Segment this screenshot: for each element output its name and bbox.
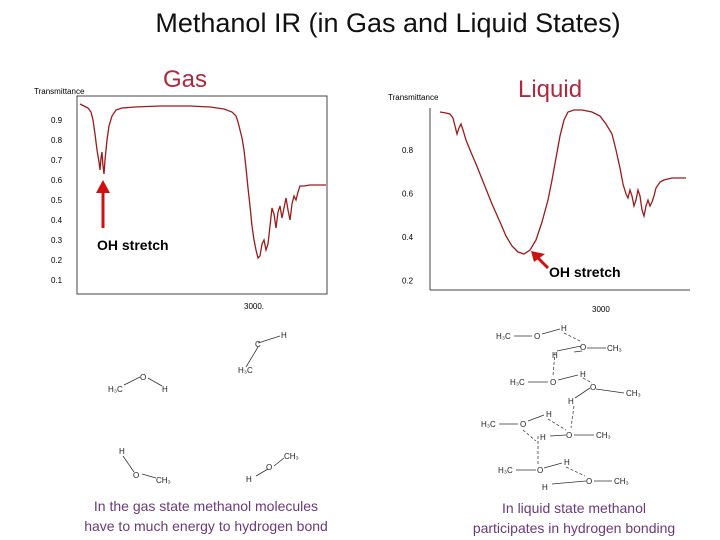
svg-text:O: O <box>580 343 586 352</box>
gas-y-tick-label: 0.9 <box>51 116 63 125</box>
svg-text:H: H <box>580 370 586 379</box>
liquid-y-tick-label: 0.2 <box>402 277 414 286</box>
gas-caption-line2: have to much energy to hydrogen bond <box>84 518 328 534</box>
svg-text:H: H <box>540 433 546 442</box>
liquid-y-tick-label: 0.8 <box>402 146 414 155</box>
gas-heading: Gas <box>163 66 208 93</box>
svg-text:O: O <box>590 383 596 392</box>
svg-text:CH₃: CH₃ <box>156 476 171 485</box>
gas-y-tick-label: 0.3 <box>51 236 63 245</box>
gas-y-axis-label: Transmittance <box>34 87 85 96</box>
page-title: Methanol IR (in Gas and Liquid States) <box>155 8 621 38</box>
svg-text:H: H <box>568 397 574 406</box>
gas-methanol-3: H O CH₃ <box>119 447 171 485</box>
svg-text:C: C <box>255 340 261 349</box>
gas-y-tick-label: 0.8 <box>51 136 63 145</box>
liquid-oh-arrowhead <box>531 251 545 262</box>
liquid-caption-line1: In liquid state methanol <box>502 500 646 516</box>
liquid-hbond-network: H₃C O H H O CH₃ H₃C O H H O CH₃ H₃C O H … <box>481 324 641 492</box>
liquid-caption-line2: participates in hydrogen bonding <box>472 520 676 536</box>
gas-caption-line1: In the gas state methanol molecules <box>93 498 319 514</box>
liquid-caption: In liquid state methanol participates in… <box>430 498 718 538</box>
gas-y-tick-label: 0.6 <box>51 176 63 185</box>
liquid-y-axis-label: Transmittance <box>388 93 439 102</box>
svg-text:H₃C: H₃C <box>498 466 513 475</box>
gas-spectrum-panel: Transmittance 0.90.80.70.60.50.40.30.20.… <box>34 87 328 311</box>
svg-text:H: H <box>246 475 252 484</box>
svg-text:O: O <box>550 378 556 387</box>
gas-molecules: C H H₃C H₃C O H H O CH₃ H O CH₃ <box>108 331 299 485</box>
svg-text:H₃C: H₃C <box>108 385 123 394</box>
svg-text:H: H <box>546 410 552 419</box>
gas-y-tick-label: 0.2 <box>51 256 63 265</box>
svg-text:H₃C: H₃C <box>481 420 496 429</box>
liquid-x-tick: 3000 <box>592 305 610 314</box>
svg-text:CH₃: CH₃ <box>284 452 299 461</box>
svg-text:H₃C: H₃C <box>238 366 253 375</box>
svg-text:H: H <box>119 447 125 456</box>
liquid-y-ticks: 0.8 0.6 0.4 0.2 <box>402 146 414 286</box>
svg-text:CH₃: CH₃ <box>607 344 622 353</box>
svg-text:O: O <box>566 431 572 440</box>
liquid-spectrum-panel: Transmittance 0.8 0.6 0.4 0.2 3000 OH stret… <box>388 93 690 314</box>
gas-oh-label: OH stretch <box>97 237 169 253</box>
svg-text:O: O <box>534 332 540 341</box>
svg-text:H₃C: H₃C <box>510 378 525 387</box>
svg-text:H: H <box>561 324 567 333</box>
gas-y-tick-label: 0.5 <box>51 196 63 205</box>
gas-oh-arrowhead <box>96 180 110 193</box>
gas-y-tick-label: 0.7 <box>51 156 63 165</box>
svg-text:O: O <box>586 477 592 486</box>
svg-text:H₃C: H₃C <box>496 332 511 341</box>
svg-text:H: H <box>564 458 570 467</box>
svg-text:O: O <box>266 463 272 472</box>
gas-x-tick: 3000. <box>244 302 264 311</box>
svg-text:O: O <box>537 466 543 475</box>
svg-text:O: O <box>520 420 526 429</box>
gas-methanol-1: C H H₃C <box>238 331 287 375</box>
gas-y-ticks: 0.9 0.8 0.7 0.6 0.5 0.4 0.3 0.2 0.1 <box>51 116 63 285</box>
gas-y-tick-label: 0.4 <box>51 216 63 225</box>
svg-text:CH₃: CH₃ <box>614 477 629 486</box>
gas-methanol-4: H O CH₃ <box>246 452 299 484</box>
liquid-y-tick-label: 0.6 <box>402 190 414 199</box>
gas-y-tick-label: 0.1 <box>51 276 63 285</box>
liquid-oh-label: OH stretch <box>549 264 621 280</box>
liquid-heading: Liquid <box>518 76 583 103</box>
svg-text:H: H <box>162 385 168 394</box>
svg-text:CH₃: CH₃ <box>626 389 641 398</box>
liquid-spectrum-line <box>439 109 686 255</box>
liquid-y-tick-label: 0.4 <box>402 233 414 242</box>
gas-caption: In the gas state methanol molecules have… <box>56 496 356 536</box>
svg-text:CH₃: CH₃ <box>596 431 611 440</box>
gas-plot-frame <box>76 95 328 295</box>
svg-text:H: H <box>552 351 558 360</box>
svg-text:H: H <box>281 331 287 340</box>
svg-text:O: O <box>140 373 146 382</box>
gas-methanol-2: H₃C O H <box>108 373 168 394</box>
gas-spectrum-line <box>79 103 326 260</box>
svg-text:O: O <box>133 471 139 480</box>
svg-text:H: H <box>542 483 548 492</box>
